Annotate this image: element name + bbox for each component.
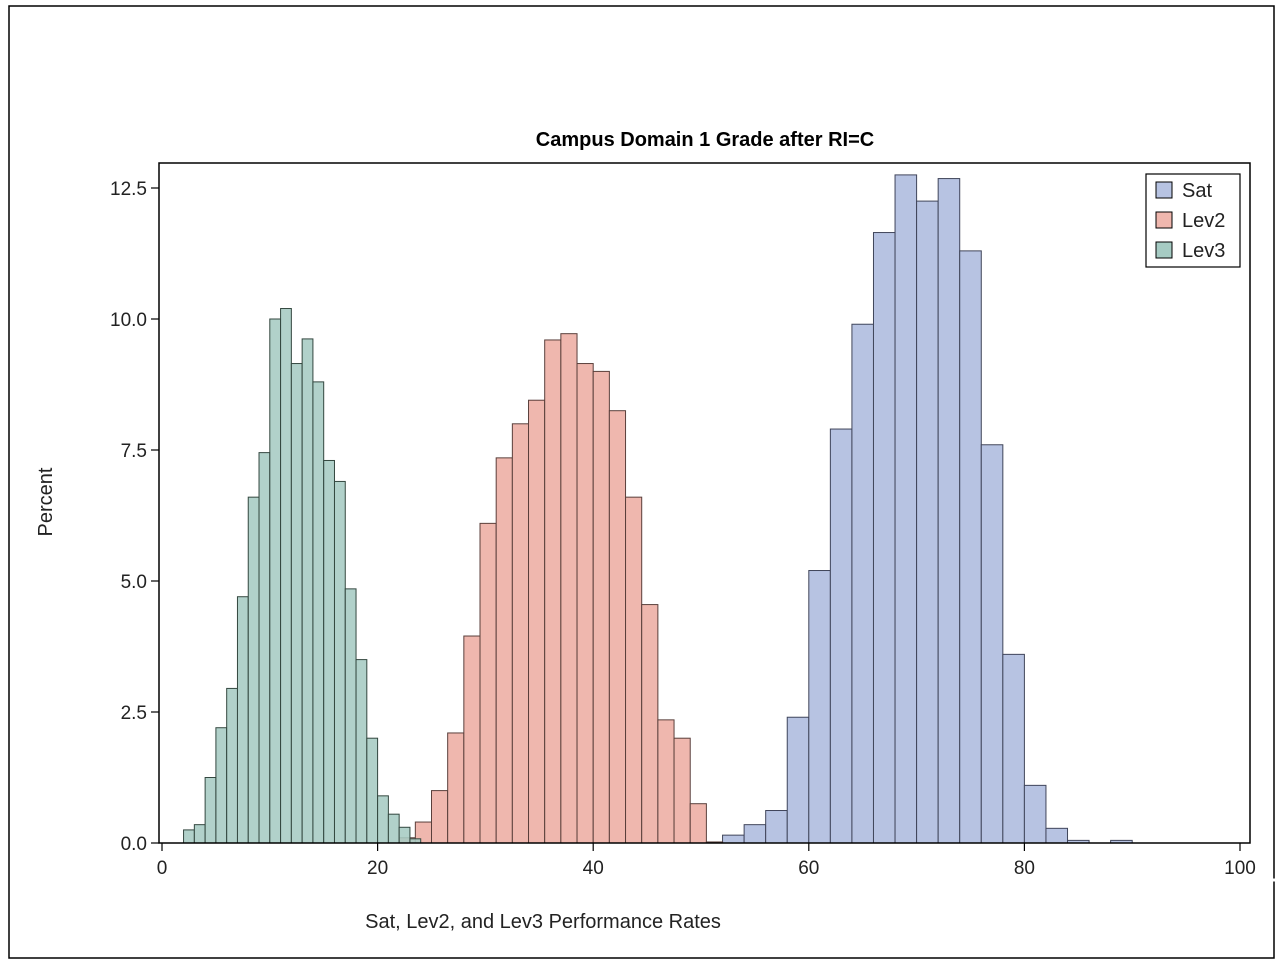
bar-lev3 <box>280 308 292 844</box>
bar-sat <box>916 200 939 844</box>
bar-sat <box>1045 827 1069 844</box>
chart-title: Campus Domain 1 Grade after RI=C <box>536 129 874 151</box>
bar-lev2 <box>511 423 530 844</box>
axes-layer: 0 20 40 60 80 100 0.0 2.5 5.0 7.5 10.0 12.5 <box>110 162 1256 879</box>
bar-lev3 <box>312 381 325 844</box>
bar-lev2 <box>625 496 643 844</box>
bar-lev3 <box>377 795 389 844</box>
bar-lev3 <box>301 338 314 844</box>
x-tick-label: 60 <box>798 858 819 879</box>
bar-lev3 <box>247 496 260 844</box>
bars-layer <box>183 174 1133 844</box>
bar-lev2 <box>689 803 707 844</box>
bar-lev2 <box>608 410 627 844</box>
y-tick-label: 5.0 <box>121 572 147 593</box>
bar-lev2 <box>463 635 481 844</box>
bar-lev3 <box>398 826 411 844</box>
bar-lev3 <box>258 452 271 844</box>
y-tick-label: 10.0 <box>110 310 147 331</box>
bar-lev2 <box>576 363 594 844</box>
bar-lev3 <box>183 829 195 844</box>
y-tick-label: 2.5 <box>121 703 147 724</box>
y-tick-label: 0.0 <box>121 834 147 855</box>
bar-sat <box>851 323 874 844</box>
legend: Sat Lev2 Lev3 <box>1145 173 1241 268</box>
x-tick-label: 20 <box>367 858 388 879</box>
bar-lev3 <box>204 777 217 844</box>
bar-sat <box>765 810 788 844</box>
bar-lev3 <box>226 687 238 844</box>
legend-swatch-lev2 <box>1155 211 1173 229</box>
legend-label-lev3: Lev3 <box>1182 240 1225 262</box>
bar-sat <box>1002 653 1025 844</box>
x-tick-label: 100 <box>1224 858 1256 879</box>
bar-lev2 <box>447 732 465 844</box>
bar-lev2 <box>641 604 659 844</box>
legend-swatch-lev3 <box>1155 241 1173 259</box>
bar-lev3 <box>344 588 357 844</box>
x-tick-label: 40 <box>583 858 604 879</box>
bar-lev2 <box>673 737 691 844</box>
bar-lev3 <box>193 824 206 844</box>
bar-lev2 <box>495 457 513 844</box>
bar-lev2 <box>592 370 610 844</box>
bar-lev2 <box>657 719 675 844</box>
y-tick-label: 12.5 <box>110 179 147 200</box>
bar-lev3 <box>333 480 346 844</box>
bar-lev2 <box>431 790 449 844</box>
bar-sat <box>937 178 961 844</box>
bar-sat <box>894 174 918 844</box>
bar-sat <box>808 570 831 844</box>
bar-lev2 <box>544 339 562 844</box>
bar-sat <box>829 428 853 844</box>
plot-area-border <box>158 162 1251 844</box>
bar-lev3 <box>269 318 282 844</box>
legend-swatch-sat <box>1155 181 1173 199</box>
bar-lev2 <box>560 333 578 844</box>
bar-sat <box>959 250 982 844</box>
x-tick-label: 0 <box>157 858 168 879</box>
bar-lev3 <box>387 813 400 844</box>
series-sat <box>722 174 1133 844</box>
bar-sat <box>1023 784 1047 844</box>
bar-lev2 <box>528 399 546 844</box>
bar-sat <box>722 834 745 844</box>
bar-lev3 <box>236 596 249 844</box>
bar-sat <box>743 824 767 844</box>
bar-lev2 <box>479 522 497 844</box>
y-tick-label: 7.5 <box>121 441 147 462</box>
bar-lev3 <box>323 459 335 844</box>
bar-lev3 <box>355 659 368 844</box>
series-lev2 <box>398 333 724 844</box>
bar-sat <box>786 716 810 844</box>
bar-sat <box>980 444 1004 844</box>
legend-label-sat: Sat <box>1182 180 1212 202</box>
bar-lev3 <box>366 737 379 844</box>
legend-label-lev2: Lev2 <box>1182 210 1225 232</box>
x-axis-title: Sat, Lev2, and Lev3 Performance Rates <box>365 911 721 933</box>
bar-sat <box>872 232 896 844</box>
bar-lev3 <box>215 727 228 844</box>
bar-lev3 <box>290 363 303 844</box>
x-tick-label: 80 <box>1014 858 1035 879</box>
y-axis-title: Percent <box>35 467 57 536</box>
